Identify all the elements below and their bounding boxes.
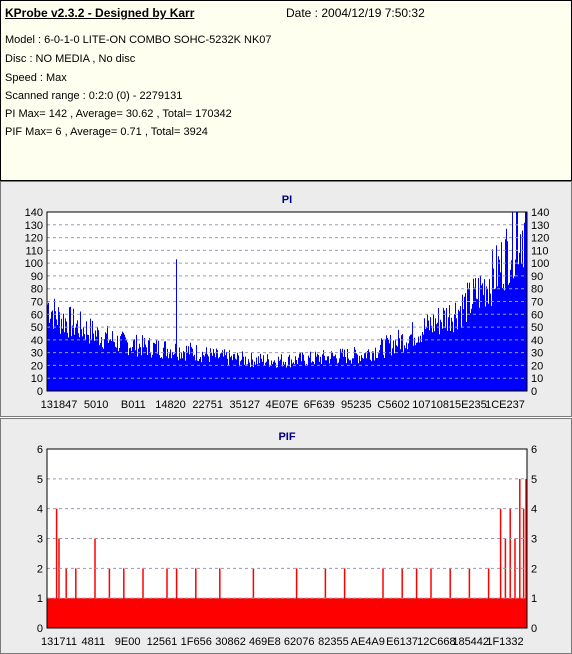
y-tick-label-right: 140 — [531, 207, 549, 219]
x-tick-label: 62076 — [284, 636, 315, 648]
x-tick-label: 35127 — [230, 399, 261, 411]
x-tick-label: 4811 — [81, 636, 105, 648]
y-tick-label-left: 2 — [37, 563, 43, 575]
pi-stats-line: PI Max= 142 , Average= 30.62 , Total= 17… — [5, 108, 232, 120]
y-tick-label-right: 30 — [531, 348, 543, 360]
plot-frame — [46, 448, 528, 629]
y-tick-label-left: 90 — [31, 271, 43, 283]
y-tick-label-left: 20 — [31, 360, 43, 372]
y-tick-label-left: 10 — [31, 373, 43, 385]
y-tick-label-right: 3 — [531, 534, 537, 546]
y-tick-label-left: 70 — [31, 297, 43, 309]
y-tick-label-right: 90 — [531, 271, 543, 283]
y-tick-label-right: 50 — [531, 322, 543, 334]
app-title: KProbe v2.3.2 - Designed by Karr — [5, 6, 195, 20]
pif-stats-line: PIF Max= 6 , Average= 0.71 , Total= 3924 — [5, 126, 208, 138]
pi-chart-panel: PI 0 0 10 10 20 20 30 30 40 40 50 50 60 60 70 70 80 80 90 90… — [0, 181, 572, 417]
y-tick-label-left: 80 — [31, 284, 43, 296]
x-tick-label: B011 — [121, 399, 146, 411]
y-tick-label-left: 40 — [31, 335, 43, 347]
x-tick-label: 30862 — [215, 636, 246, 648]
x-tick-label: AE4A9 — [351, 636, 385, 648]
y-tick-label-left: 30 — [31, 348, 43, 360]
x-tick-label: 12561 — [147, 636, 178, 648]
chart-title: PI — [282, 194, 292, 206]
x-tick-label: 131847 — [41, 399, 78, 411]
x-tick-label: C5602 — [377, 399, 409, 411]
x-tick-label: 82355 — [318, 636, 349, 648]
y-tick-label-left: 140 — [25, 207, 43, 219]
info-panel: KProbe v2.3.2 - Designed by Karr Date : … — [0, 0, 572, 181]
y-tick-label-right: 120 — [531, 233, 549, 245]
speed-line: Speed : Max — [5, 72, 67, 84]
x-tick-label: 1F656 — [181, 636, 212, 648]
pi-series-area — [47, 212, 527, 391]
scan-date: Date : 2004/12/19 7:50:32 — [286, 6, 425, 20]
y-tick-label-right: 2 — [531, 563, 537, 575]
y-tick-label-left: 110 — [25, 245, 43, 257]
x-tick-label: 131711 — [41, 636, 77, 648]
y-tick-label-left: 3 — [37, 534, 43, 546]
y-tick-label-right: 100 — [531, 258, 549, 270]
y-tick-label-left: 1 — [37, 593, 43, 605]
y-tick-label-right: 60 — [531, 309, 543, 321]
y-tick-label-left: 4 — [37, 504, 43, 516]
y-tick-label-right: 4 — [531, 504, 537, 516]
y-tick-label-right: 40 — [531, 335, 543, 347]
y-tick-label-left: 5 — [37, 474, 43, 486]
y-tick-label-right: 10 — [531, 373, 543, 385]
y-tick-label-left: 0 — [37, 386, 43, 398]
x-tick-label: 4E07E — [265, 399, 298, 411]
x-tick-label: 22751 — [192, 399, 223, 411]
y-tick-label-left: 50 — [31, 322, 43, 334]
y-tick-label-right: 0 — [531, 386, 537, 398]
pif-baseline-bar — [47, 598, 527, 628]
y-tick-label-left: 6 — [37, 444, 43, 456]
y-tick-label-left: 60 — [31, 309, 43, 321]
plot-frame — [46, 211, 528, 392]
pif-chart-panel: PIF 0 0 1 1 2 2 3 3 4 4 5 5 6 6 131711 4811 9E00 12561 1F65… — [0, 418, 572, 654]
model-line: Model : 6-0-1-0 LITE-ON COMBO SOHC-5232K… — [5, 34, 272, 46]
y-tick-label-left: 130 — [25, 220, 43, 232]
x-tick-label: E6137 — [386, 636, 418, 648]
x-tick-label: 9E00 — [115, 636, 141, 648]
x-tick-label: 15E235 — [449, 399, 487, 411]
y-tick-label-right: 80 — [531, 284, 543, 296]
x-tick-label: 5010 — [84, 399, 108, 411]
x-tick-label: 469E8 — [249, 636, 281, 648]
x-tick-label: 1CE237 — [485, 399, 525, 411]
x-tick-label: 107108 — [412, 399, 449, 411]
y-tick-label-left: 0 — [37, 623, 43, 635]
x-tick-label: 95235 — [341, 399, 372, 411]
chart-title: PIF — [278, 431, 295, 443]
pif-chart: PIF 0 0 1 1 2 2 3 3 4 4 5 5 6 6 131711 4811 9E00 12561 1F65… — [37, 431, 537, 648]
scanned-range-line: Scanned range : 0:2:0 (0) - 2279131 — [5, 90, 183, 102]
y-tick-label-right: 70 — [531, 297, 543, 309]
y-tick-label-right: 6 — [531, 444, 537, 456]
disc-line: Disc : NO MEDIA , No disc — [5, 53, 136, 65]
x-tick-label: 1F1332 — [486, 636, 523, 648]
y-tick-label-right: 5 — [531, 474, 537, 486]
x-tick-label: 14820 — [155, 399, 186, 411]
y-tick-label-left: 100 — [25, 258, 43, 270]
y-tick-label-right: 0 — [531, 623, 537, 635]
y-tick-label-right: 130 — [531, 220, 549, 232]
y-tick-label-right: 1 — [531, 593, 537, 605]
y-tick-label-right: 20 — [531, 360, 543, 372]
y-tick-label-right: 110 — [531, 245, 549, 257]
y-tick-label-left: 120 — [25, 233, 43, 245]
x-tick-label: 12C668 — [417, 636, 456, 648]
x-tick-label: 185442 — [452, 636, 489, 648]
x-tick-label: 6F639 — [304, 399, 335, 411]
